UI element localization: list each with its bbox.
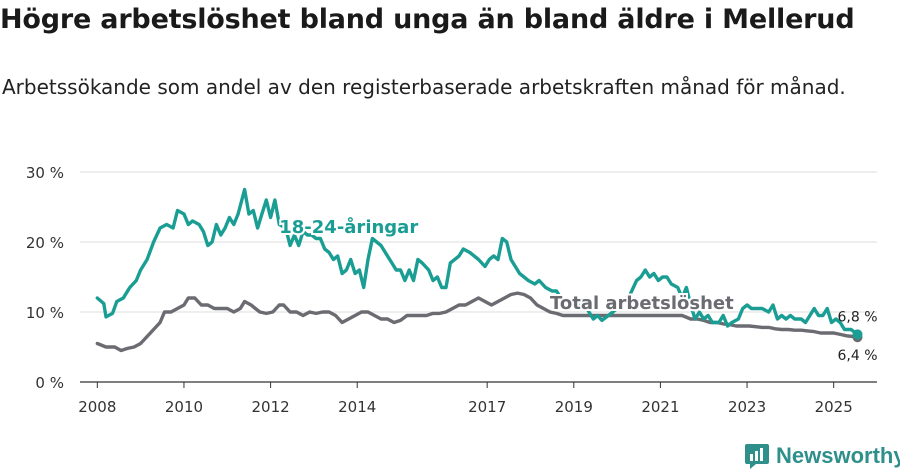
bar-chart-logo-icon: [745, 444, 769, 469]
series-labels: 18-24-åringar Total arbetslöshet 6,8 % 6,4 …: [277, 214, 877, 364]
x-axis: 2008 2010 2012 2014 2017 2019 2021 2023 2025: [78, 381, 877, 416]
series-label-youth: 18-24-åringar: [279, 216, 418, 238]
x-tick-label: 2019: [555, 398, 593, 416]
y-tick-label: 0 %: [35, 374, 64, 392]
series-label-total: Total arbetslöshet: [550, 293, 734, 314]
series-end-point-0: [852, 329, 863, 340]
x-tick-label: 2008: [78, 398, 116, 416]
chart-title: Högre arbetslöshet bland unga än bland ä…: [0, 4, 855, 35]
x-tick-label: 2021: [641, 398, 679, 416]
y-tick-label: 10 %: [26, 304, 64, 322]
newsworthy-logo: Newsworthy: [744, 440, 900, 472]
gridlines: [80, 171, 877, 313]
y-tick-label: 20 %: [26, 234, 64, 252]
y-tick-label: 30 %: [26, 164, 64, 182]
line-chart: 0 % 10 % 20 % 30 % 2008 2010 2012 2014 2017 2019…: [26, 164, 878, 416]
x-tick-label: 2012: [251, 398, 289, 416]
brand-name: Newsworthy: [776, 443, 900, 468]
x-tick-label: 2025: [815, 398, 853, 416]
y-axis: 0 % 10 % 20 % 30 %: [26, 164, 64, 392]
x-tick-label: 2010: [165, 398, 203, 416]
series-lines: [95, 187, 863, 353]
series-line-1: [95, 291, 860, 353]
x-tick-label: 2023: [728, 398, 766, 416]
end-label-youth: 6,8 %: [837, 309, 877, 325]
x-tick-label: 2014: [338, 398, 376, 416]
end-label-total: 6,4 %: [837, 348, 877, 364]
series-line-0: [95, 187, 860, 337]
chart-subtitle: Arbetssökande som andel av den registerb…: [2, 75, 846, 99]
x-tick-label: 2017: [468, 398, 506, 416]
